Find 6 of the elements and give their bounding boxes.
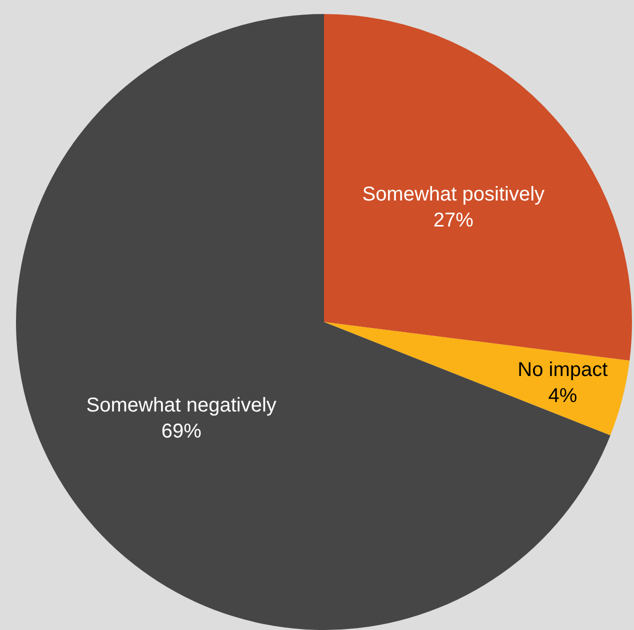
slice-label: Somewhat negatively	[86, 394, 276, 416]
data-label: 27%	[433, 209, 474, 232]
data-label: 69%	[161, 420, 202, 442]
slice-label: Somewhat positively	[362, 183, 545, 206]
data-label: 4%	[548, 384, 578, 407]
slice-label: No impact	[518, 358, 608, 381]
